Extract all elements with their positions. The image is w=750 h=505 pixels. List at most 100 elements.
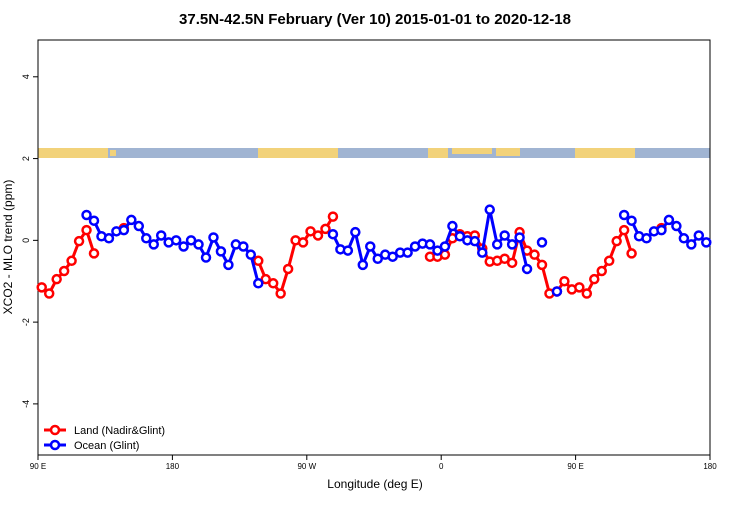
data-point [529, 249, 540, 260]
data-point [551, 286, 563, 297]
x-tick-label: 90 E [567, 462, 583, 471]
data-point [73, 235, 85, 247]
data-point [701, 237, 712, 248]
data-point [357, 259, 369, 271]
land-patch [496, 148, 520, 156]
data-point [36, 282, 47, 293]
data-point [193, 239, 204, 250]
data-point [118, 224, 130, 236]
data-point [693, 230, 705, 241]
data-point [686, 239, 697, 250]
data-point [327, 211, 339, 222]
data-point [671, 220, 682, 232]
data-point [200, 252, 212, 263]
data-point [603, 255, 615, 267]
data-point [88, 248, 100, 259]
data-point [536, 237, 548, 248]
x-tick-label: 180 [703, 462, 717, 471]
y-tick-label: 0 [21, 238, 31, 243]
data-point [663, 214, 675, 226]
data-point [148, 239, 159, 250]
data-point [432, 245, 443, 256]
data-point [596, 265, 607, 277]
data-point [238, 241, 249, 252]
data-point [611, 235, 622, 247]
x-tick-label: 0 [439, 462, 444, 471]
y-tick-label: 4 [21, 74, 31, 79]
data-point [155, 230, 167, 241]
data-point [81, 209, 92, 221]
data-point [626, 215, 637, 226]
data-point [484, 204, 495, 215]
data-point [506, 257, 518, 269]
data-point [66, 255, 77, 267]
data-point [559, 275, 570, 287]
data-point [439, 241, 451, 252]
x-tick-label: 180 [166, 462, 180, 471]
data-point [521, 263, 533, 275]
data-point [350, 226, 361, 238]
data-point [51, 273, 62, 285]
data-point [88, 215, 100, 226]
data-point [454, 231, 466, 242]
data-point [641, 233, 652, 244]
plot-frame [37, 39, 711, 456]
x-axis-label: Longitude (deg E) [327, 477, 422, 491]
y-tick-label: -2 [21, 318, 31, 326]
data-point [365, 241, 376, 252]
data-point [618, 209, 630, 221]
data-point [208, 232, 219, 243]
data-point [170, 235, 182, 246]
data-point [477, 247, 488, 258]
data-point [499, 253, 510, 264]
y-tick-label: -4 [21, 400, 31, 408]
data-point [282, 263, 294, 275]
data-point [491, 239, 503, 250]
land-patch [428, 148, 448, 158]
data-point [297, 237, 309, 248]
data-point [126, 214, 137, 226]
data-point [320, 223, 331, 235]
data-point [387, 251, 398, 262]
data-point [267, 278, 279, 289]
legend-marker [49, 439, 61, 451]
x-tick-label: 90 E [30, 462, 46, 471]
data-point [141, 233, 152, 244]
legend-label: Land (Nadir&Glint) [74, 425, 165, 437]
data-point [678, 233, 690, 244]
data-point [656, 224, 667, 236]
data-point [506, 239, 518, 250]
data-point [574, 282, 585, 293]
data-point [514, 232, 525, 243]
data-point [215, 246, 227, 257]
y-axis-label: XCO2 - MLO trend (ppm) [1, 180, 15, 315]
data-point [626, 248, 637, 259]
data-point [499, 230, 510, 241]
data-point [253, 255, 264, 267]
data-point [618, 224, 630, 236]
x-tick-label: 90 W [297, 462, 316, 471]
data-point [253, 278, 264, 289]
data-point [342, 245, 354, 256]
data-point [447, 220, 458, 232]
data-point [372, 253, 383, 264]
data-point [469, 235, 481, 247]
data-point [589, 273, 600, 285]
land-patch [258, 148, 338, 158]
data-point [245, 249, 257, 260]
data-point [581, 288, 593, 299]
data-point [327, 228, 339, 240]
data-point [536, 259, 548, 271]
ocean-strip [38, 148, 710, 158]
data-point [312, 230, 324, 241]
data-point [178, 241, 189, 252]
data-point [275, 288, 286, 299]
legend-label: Ocean (Glint) [74, 440, 139, 452]
data-point [133, 220, 145, 232]
data-point [81, 224, 92, 236]
chart-title: 37.5N-42.5N February (Ver 10) 2015-01-01… [179, 11, 571, 28]
land-patch [575, 148, 635, 158]
data-point [305, 226, 316, 237]
